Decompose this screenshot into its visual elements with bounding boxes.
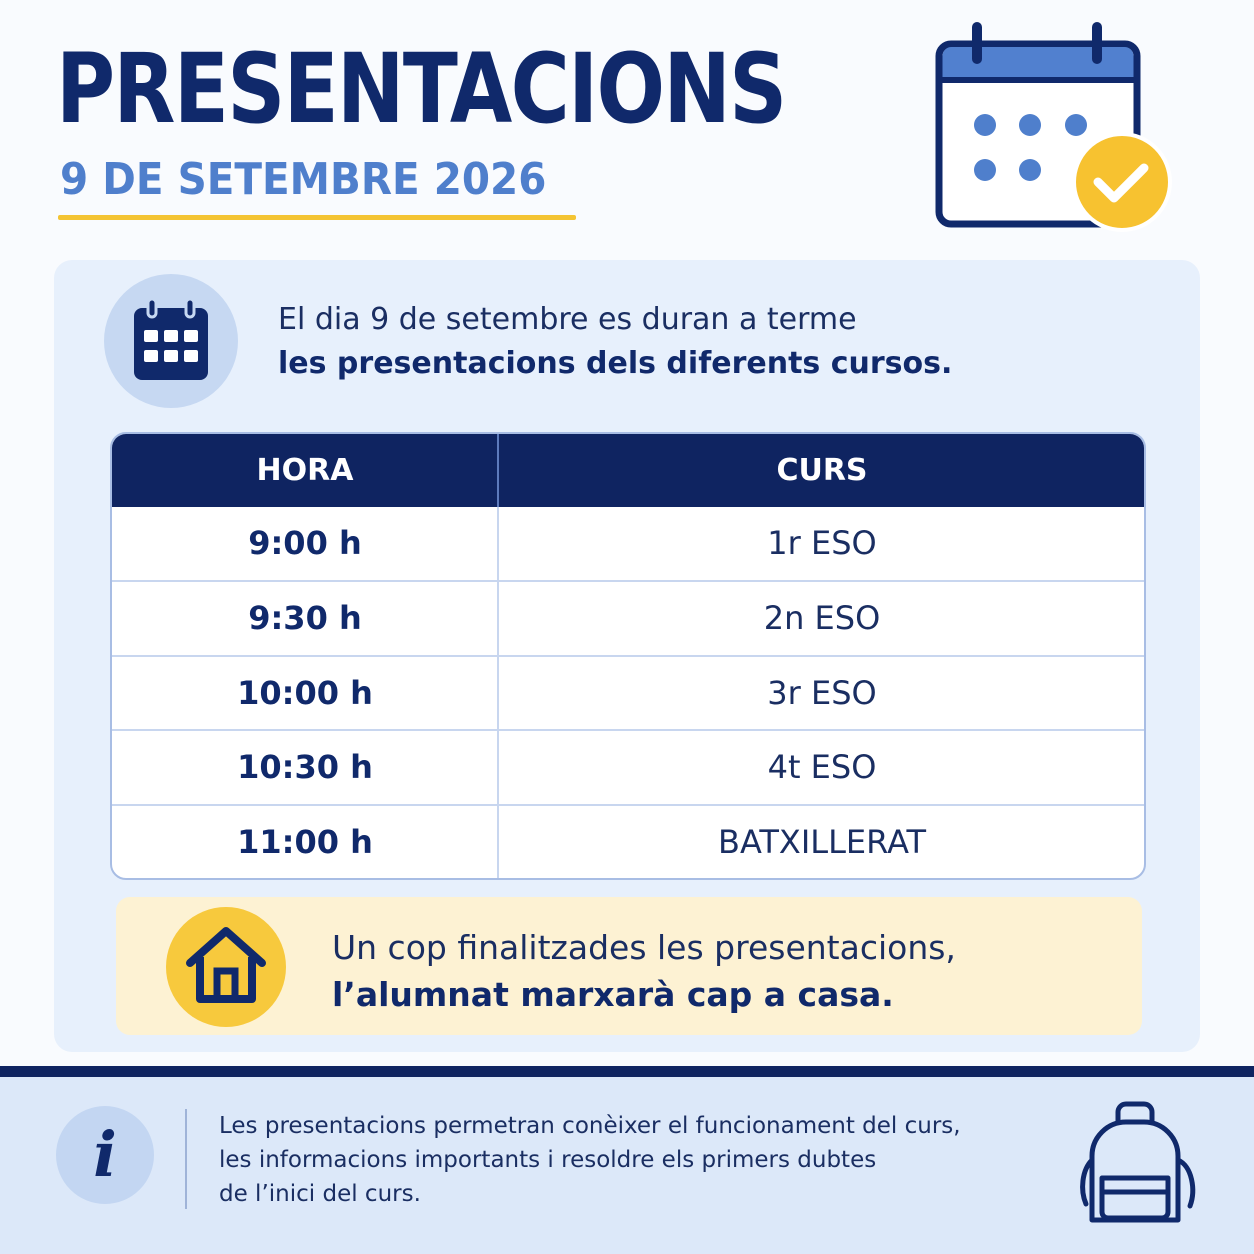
time-cell: 9:00 h: [248, 524, 362, 562]
page-date: 9 DE SETEMBRE 2026: [60, 154, 547, 205]
house-icon: [166, 907, 286, 1027]
column-header-time: HORA: [256, 453, 354, 488]
notice-line-2: l’alumnat marxarà cap a casa.: [332, 975, 894, 1014]
intro-line-2: les presentacions dels diferents cursos.: [278, 346, 953, 381]
table-row: 9:00 h 1r ESO: [112, 507, 1144, 582]
column-divider: [497, 507, 499, 878]
schedule-table: HORA CURS 9:00 h 1r ESO 9:30 h 2n ESO 10…: [110, 432, 1146, 880]
intro-text: El dia 9 de setembre es duran a terme le…: [278, 298, 952, 386]
backpack-icon: [1080, 1101, 1196, 1223]
calendar-icon: [104, 274, 238, 408]
time-cell: 9:30 h: [248, 599, 362, 637]
column-header-course: CURS: [776, 453, 868, 488]
table-row: 10:30 h 4t ESO: [112, 729, 1144, 804]
title-underline: [58, 215, 576, 220]
footer-text: Les presentacions permetran conèixer el …: [219, 1109, 961, 1211]
table-row: 9:30 h 2n ESO: [112, 580, 1144, 655]
course-cell: 2n ESO: [763, 599, 881, 637]
info-glyph: i: [93, 1118, 117, 1191]
notice-box: [116, 897, 1142, 1035]
time-cell: 10:30 h: [237, 748, 373, 786]
footer-separator: [185, 1109, 187, 1209]
footer-divider-bar: [0, 1066, 1254, 1077]
notice-line-1: Un cop finalitzades les presentacions,: [332, 928, 956, 967]
calendar-check-icon: [935, 22, 1172, 232]
table-header: HORA CURS: [112, 434, 1144, 507]
time-cell: 10:00 h: [237, 674, 373, 712]
footer-line-2: les informacions importants i resoldre e…: [219, 1147, 877, 1173]
intro-line-1: El dia 9 de setembre es duran a terme: [278, 302, 857, 337]
page-title: PRESENTACIONS: [56, 33, 787, 145]
info-icon: i: [56, 1106, 154, 1204]
course-cell: 4t ESO: [767, 748, 877, 786]
footer: [0, 1077, 1254, 1254]
table-row: 11:00 h BATXILLERAT: [112, 804, 1144, 878]
course-cell: 3r ESO: [767, 674, 877, 712]
time-cell: 11:00 h: [237, 823, 373, 861]
footer-line-1: Les presentacions permetran conèixer el …: [219, 1113, 961, 1139]
table-row: 10:00 h 3r ESO: [112, 655, 1144, 730]
footer-line-3: de l’inici del curs.: [219, 1181, 421, 1207]
header-divider: [497, 434, 499, 507]
course-cell: 1r ESO: [767, 524, 877, 562]
course-cell: BATXILLERAT: [717, 823, 927, 861]
notice-text: Un cop finalitzades les presentacions, l…: [332, 924, 956, 1018]
